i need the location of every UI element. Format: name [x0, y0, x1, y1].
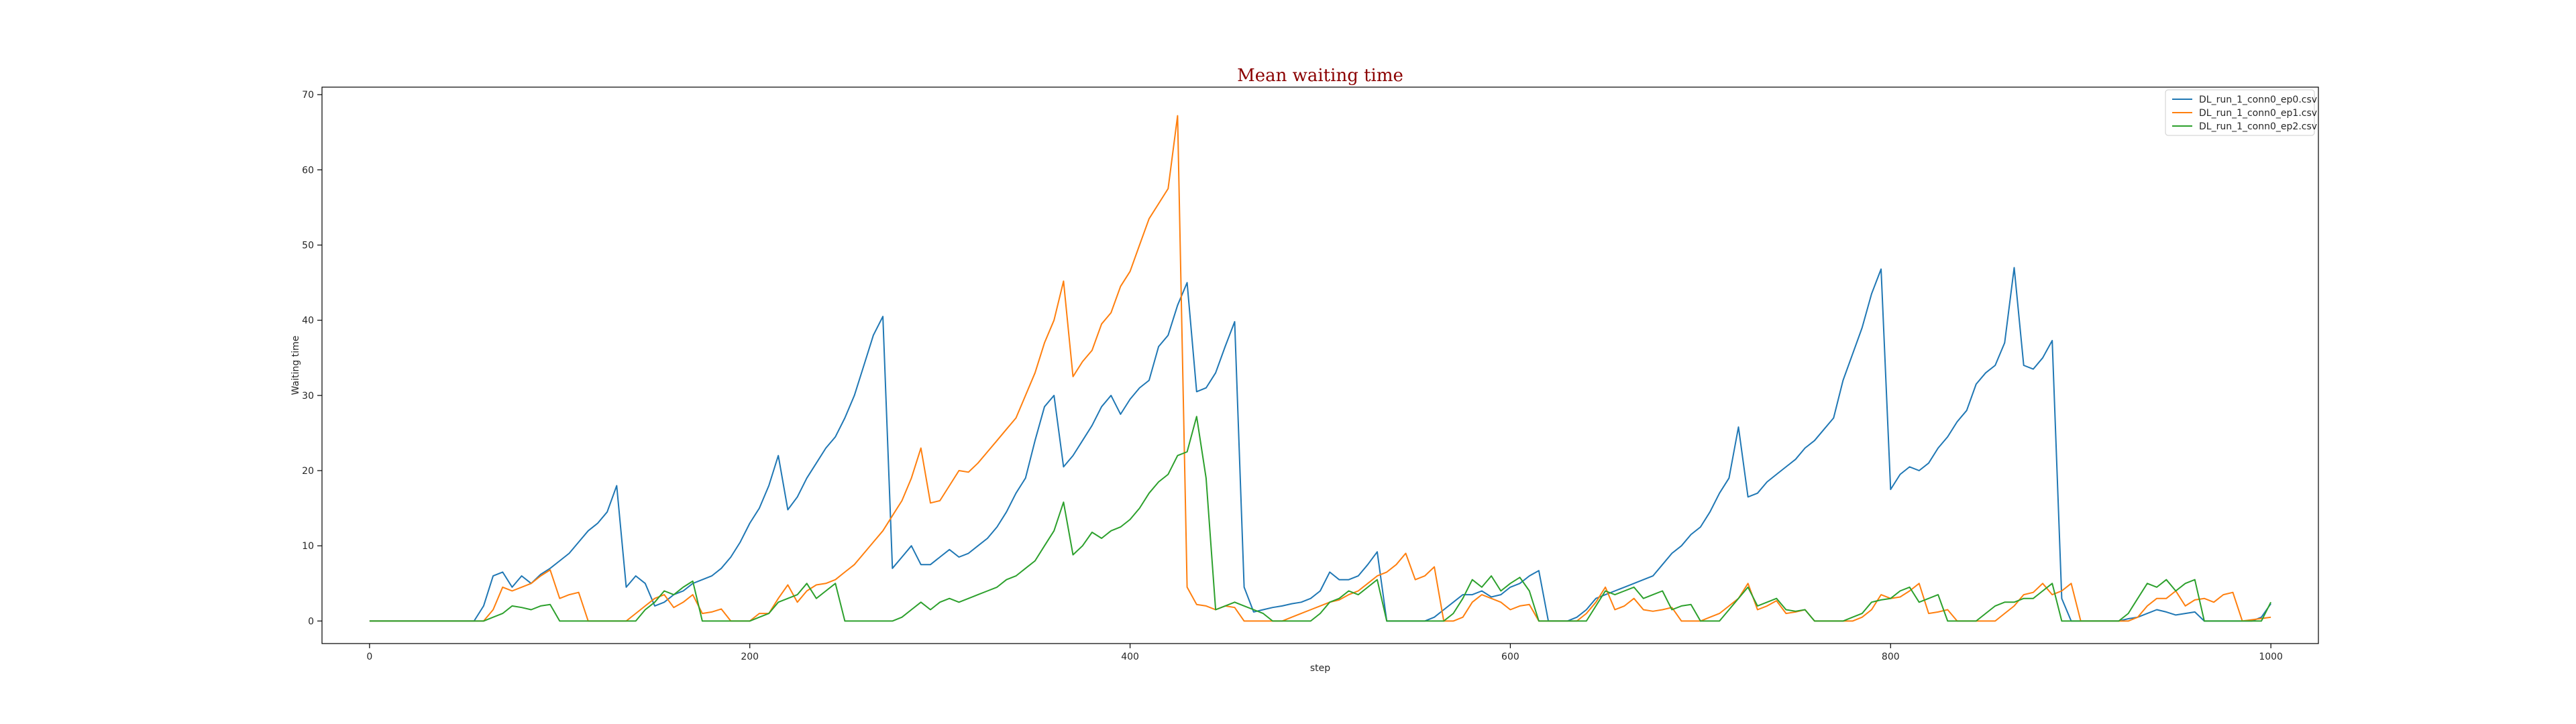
y-tick-label: 60: [302, 165, 314, 176]
x-axis-ticks: 0 200 400 600 800 1000: [366, 644, 2283, 662]
x-tick-label: 600: [1501, 652, 1519, 662]
x-tick-label: 400: [1121, 652, 1139, 662]
legend: DL_run_1_conn0_ep0.csv DL_run_1_conn0_ep1…: [2165, 89, 2317, 136]
series-lines: [369, 115, 2271, 622]
legend-label-ep0: DL_run_1_conn0_ep0.csv: [2199, 95, 2317, 105]
x-tick-label: 1000: [2259, 652, 2283, 662]
x-tick-label: 0: [366, 652, 372, 662]
plot-area-frame: [321, 86, 2319, 644]
y-tick-label: 10: [302, 541, 314, 552]
y-tick-label: 0: [308, 616, 314, 627]
legend-box: [2165, 89, 2315, 136]
x-axis-label: step: [1310, 663, 1330, 674]
y-tick-label: 30: [302, 391, 314, 402]
chart-title: Mean waiting time: [1237, 66, 1403, 86]
y-tick-label: 20: [302, 466, 314, 477]
y-tick-label: 50: [302, 241, 314, 251]
series-line-ep2: [369, 416, 2271, 622]
series-line-ep1: [369, 115, 2271, 622]
y-tick-label: 40: [302, 316, 314, 326]
legend-label-ep1: DL_run_1_conn0_ep1.csv: [2199, 108, 2317, 119]
legend-label-ep2: DL_run_1_conn0_ep2.csv: [2199, 121, 2317, 132]
x-tick-label: 800: [1882, 652, 1900, 662]
y-axis-label: Waiting time: [290, 336, 301, 396]
series-line-ep0: [369, 267, 2271, 622]
x-tick-label: 200: [741, 652, 759, 662]
y-axis-ticks: 0 10 20 30 40 50 60 70: [302, 90, 322, 627]
y-tick-label: 70: [302, 90, 314, 101]
